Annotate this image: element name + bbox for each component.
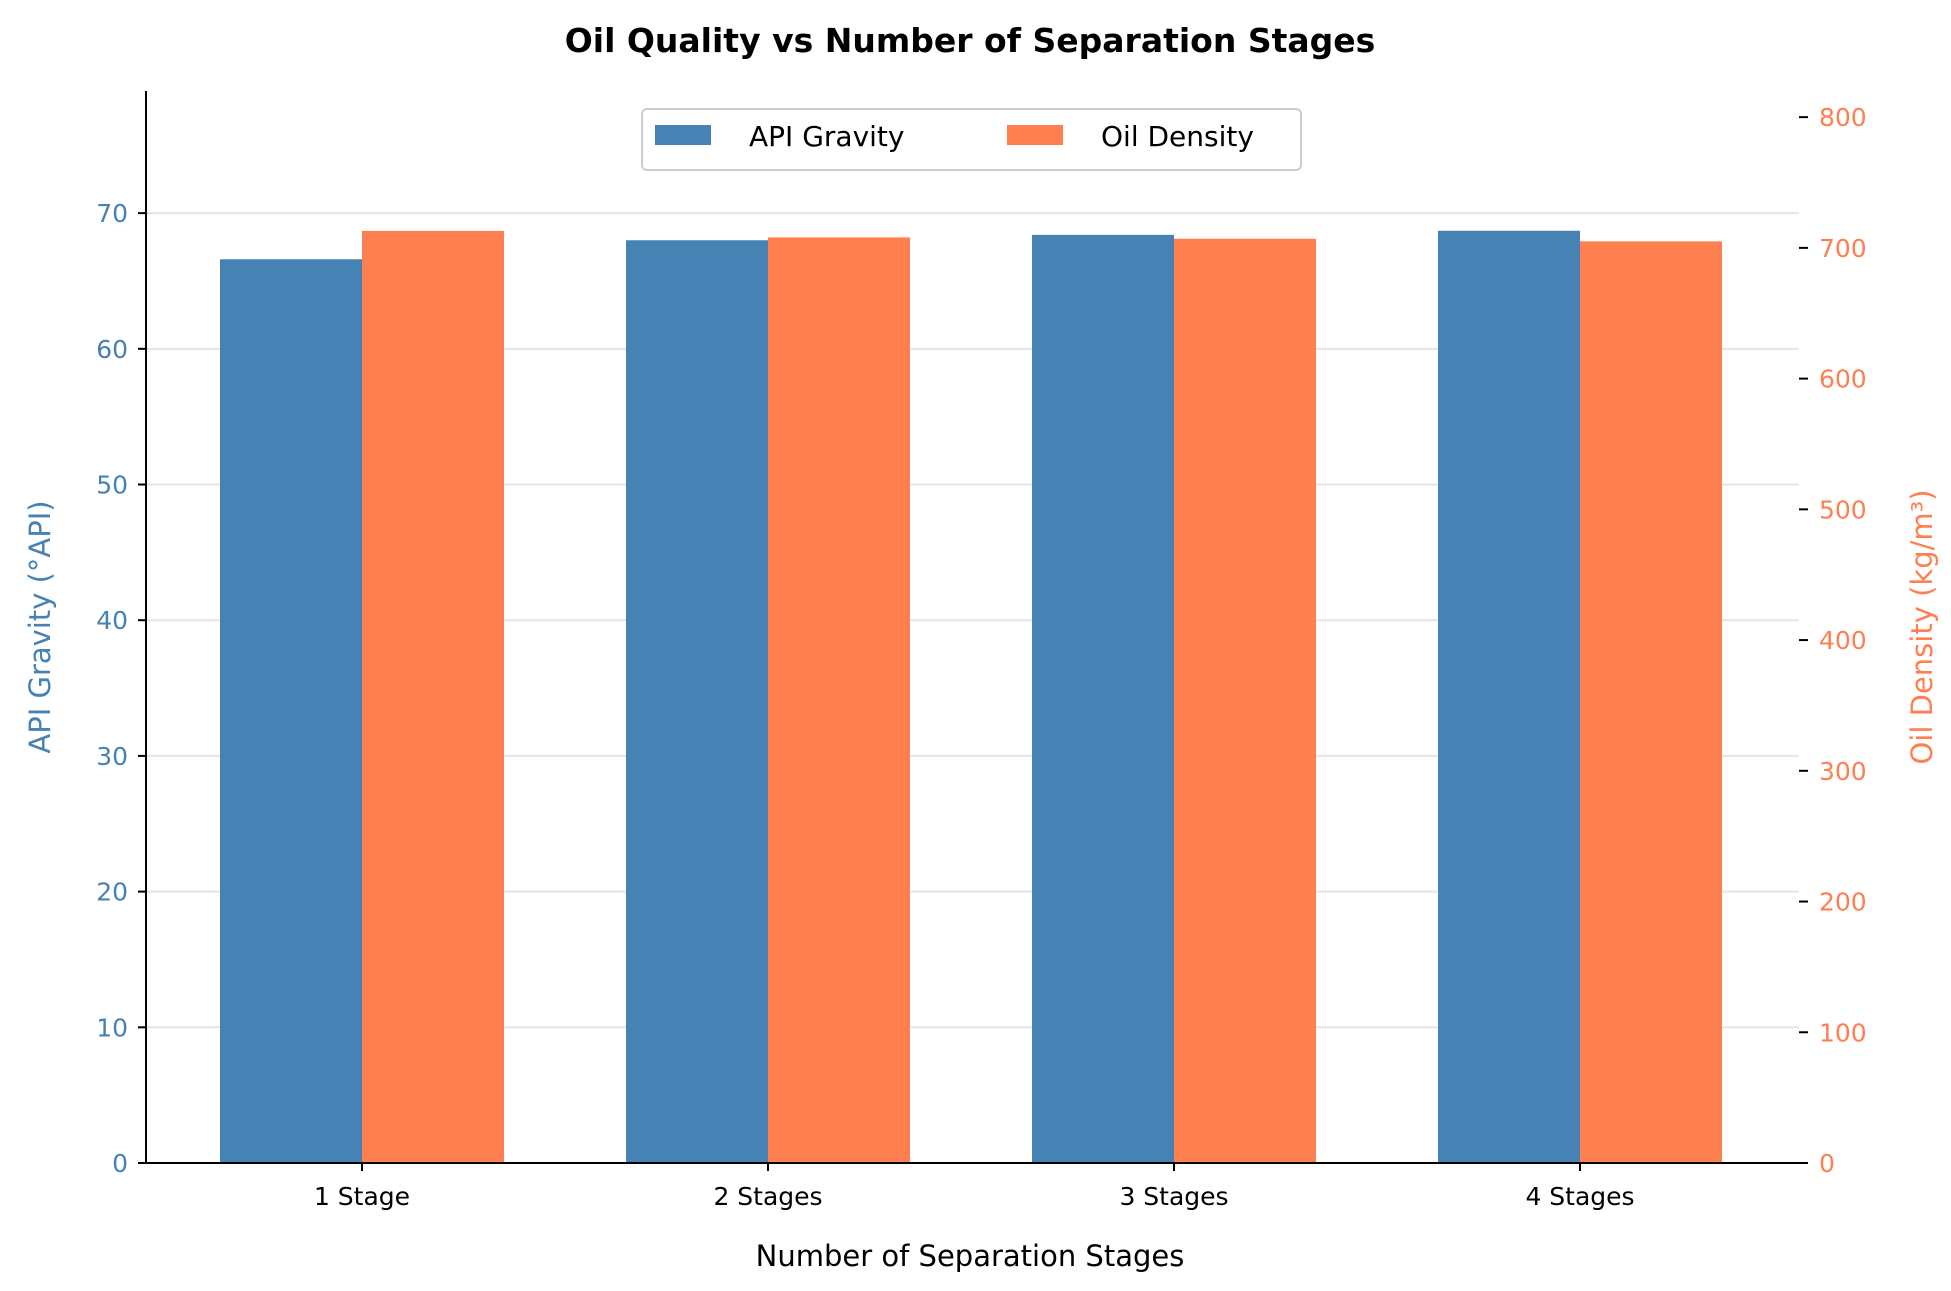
bar-api-gravity bbox=[1032, 234, 1174, 1163]
x-tick-label: 3 Stages bbox=[1119, 1182, 1228, 1211]
legend-label-api-gravity: API Gravity bbox=[749, 120, 904, 153]
y-right-tick-label: 700 bbox=[1819, 234, 1867, 263]
bar-api-gravity bbox=[1438, 230, 1580, 1163]
y-right-tick-label: 800 bbox=[1819, 103, 1867, 132]
y-axis-left-label: API Gravity (°API) bbox=[23, 500, 57, 753]
y-right-tick-label: 600 bbox=[1819, 365, 1867, 394]
y-left-tick-label: 60 bbox=[96, 335, 128, 364]
bar-oil-density bbox=[362, 230, 504, 1163]
bar-oil-density bbox=[1174, 238, 1316, 1164]
left-axis-ticks: 0 10 20 30 40 50 60 70 bbox=[96, 199, 146, 1178]
y-left-tick-label: 20 bbox=[96, 878, 128, 907]
legend-swatch-oil-density bbox=[1007, 125, 1063, 145]
y-right-tick-label: 300 bbox=[1819, 757, 1867, 786]
x-axis-label: Number of Separation Stages bbox=[756, 1239, 1185, 1273]
bars bbox=[220, 230, 1722, 1164]
legend: API Gravity Oil Density bbox=[641, 108, 1302, 171]
y-right-tick-label: 200 bbox=[1819, 888, 1867, 917]
x-axis-ticks: 1 Stage 2 Stages 3 Stages 4 Stages bbox=[314, 1163, 1635, 1211]
bar-oil-density bbox=[768, 237, 910, 1164]
chart-title: Oil Quality vs Number of Separation Stag… bbox=[565, 21, 1376, 60]
legend-label-oil-density: Oil Density bbox=[1101, 120, 1254, 153]
bar-oil-density bbox=[1580, 241, 1722, 1164]
y-right-tick-label: 100 bbox=[1819, 1018, 1867, 1047]
right-axis-ticks: 0 100 200 300 400 500 600 700 800 bbox=[1799, 103, 1867, 1178]
x-tick-label: 1 Stage bbox=[314, 1182, 410, 1211]
y-left-tick-label: 50 bbox=[96, 471, 128, 500]
y-left-tick-label: 40 bbox=[96, 606, 128, 635]
legend-frame bbox=[641, 108, 1302, 171]
y-left-tick-label: 70 bbox=[96, 199, 128, 228]
legend-swatch-api-gravity bbox=[655, 125, 711, 145]
bar-api-gravity bbox=[220, 259, 362, 1163]
y-right-tick-label: 500 bbox=[1819, 495, 1867, 524]
bar-api-gravity bbox=[626, 240, 768, 1164]
y-right-tick-label: 0 bbox=[1819, 1149, 1835, 1178]
y-left-tick-label: 10 bbox=[96, 1013, 128, 1042]
y-right-tick-label: 400 bbox=[1819, 626, 1867, 655]
y-axis-right-label: Oil Density (kg/m³) bbox=[1905, 489, 1939, 764]
y-left-tick-label: 0 bbox=[112, 1149, 128, 1178]
y-left-tick-label: 30 bbox=[96, 742, 128, 771]
x-tick-label: 2 Stages bbox=[713, 1182, 822, 1211]
x-tick-label: 4 Stages bbox=[1525, 1182, 1634, 1211]
